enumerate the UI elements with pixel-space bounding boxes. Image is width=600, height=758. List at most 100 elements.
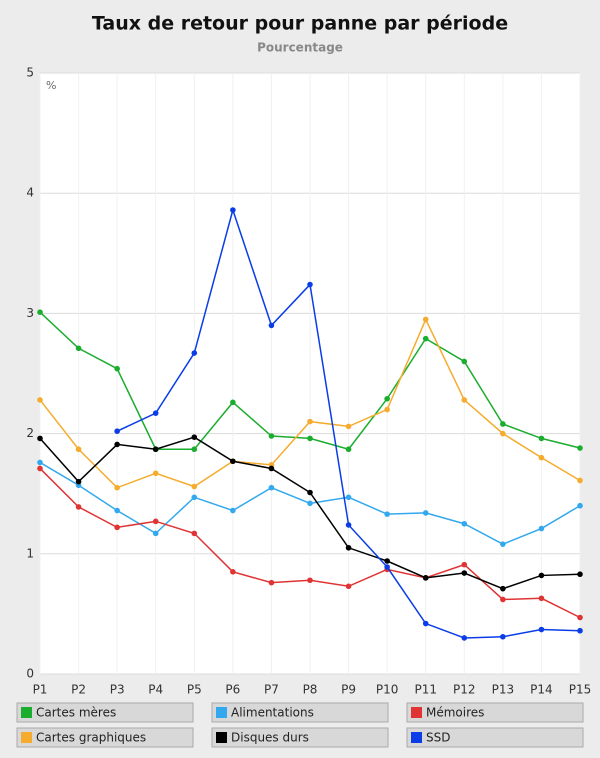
point: [422, 316, 429, 323]
x-tick-label: P1: [33, 683, 48, 697]
x-tick-label: P2: [71, 683, 86, 697]
legend-label: SSD: [426, 731, 450, 745]
legend-swatch: [21, 707, 32, 718]
point: [538, 626, 545, 633]
point: [461, 397, 468, 403]
point: [307, 489, 313, 496]
point: [500, 596, 506, 603]
x-tick-label: P14: [530, 683, 553, 697]
point: [152, 530, 159, 537]
point: [191, 494, 198, 501]
y-tick-label: 2: [26, 426, 34, 440]
point: [422, 335, 429, 342]
point: [384, 395, 390, 402]
legend-item[interactable]: Alimentations: [211, 702, 389, 723]
point: [268, 322, 275, 329]
legend-box: [16, 727, 194, 748]
point: [75, 478, 82, 485]
point: [268, 433, 275, 439]
point: [75, 504, 82, 510]
point: [538, 572, 545, 579]
point: [345, 494, 352, 501]
point: [37, 309, 43, 315]
point: [307, 281, 313, 288]
chart-title: Taux de retour pour panne par période: [92, 13, 508, 35]
point: [152, 446, 159, 453]
legend-swatch: [216, 707, 227, 718]
point: [500, 421, 506, 427]
point: [191, 483, 198, 490]
point: [37, 435, 43, 442]
legend-box: [406, 702, 584, 723]
point: [191, 434, 198, 441]
x-tick-label: P4: [148, 683, 163, 697]
legend-label: Disques durs: [231, 731, 309, 745]
point: [307, 435, 313, 442]
y-tick-label: 3: [26, 306, 34, 320]
point: [384, 564, 390, 570]
point: [345, 544, 352, 551]
x-tick-label: P9: [341, 683, 356, 697]
point: [230, 458, 236, 465]
point: [461, 635, 468, 641]
point: [500, 430, 506, 437]
x-tick-label: P5: [187, 683, 202, 697]
legend-box: [211, 727, 389, 748]
point: [191, 530, 198, 537]
x-tick-label: P6: [225, 683, 240, 697]
legend-box: [211, 702, 389, 723]
point: [500, 633, 506, 640]
legend-item[interactable]: Mémoires: [406, 702, 584, 723]
legend-label: Mémoires: [426, 706, 484, 720]
point: [152, 518, 159, 525]
point: [307, 418, 313, 425]
point: [230, 207, 236, 213]
y-tick-label: 4: [26, 186, 34, 200]
legend-swatch: [21, 732, 32, 743]
chart-subtitle: Pourcentage: [257, 41, 343, 55]
point: [538, 525, 545, 532]
point: [75, 446, 82, 453]
legend-swatch: [411, 732, 422, 743]
point: [577, 477, 583, 484]
point: [384, 558, 390, 564]
point: [422, 510, 429, 516]
point: [422, 575, 429, 581]
x-tick-label: P15: [569, 683, 592, 697]
point: [345, 423, 352, 430]
x-tick-label: P8: [303, 683, 318, 697]
point: [114, 507, 120, 514]
y-unit: %: [46, 79, 56, 92]
point: [230, 569, 236, 575]
legend-item[interactable]: SSD: [406, 727, 584, 748]
legend-swatch: [411, 707, 422, 718]
legend-box: [16, 702, 194, 723]
point: [230, 507, 236, 514]
point: [114, 441, 120, 448]
legend-label: Cartes graphiques: [36, 731, 146, 745]
legend-item[interactable]: Disques durs: [211, 727, 389, 748]
y-tick-label: 1: [26, 546, 34, 560]
x-tick-label: P3: [110, 683, 125, 697]
point: [307, 577, 313, 584]
point: [307, 500, 313, 507]
point: [75, 345, 82, 352]
point: [461, 358, 468, 365]
y-tick-label: 0: [26, 667, 34, 681]
point: [461, 520, 468, 527]
x-tick-label: P10: [376, 683, 399, 697]
point: [577, 571, 583, 578]
point: [37, 459, 43, 466]
legend-item[interactable]: Cartes mères: [16, 702, 194, 723]
point: [345, 583, 352, 590]
point: [114, 484, 120, 491]
legend-box: [406, 727, 584, 748]
point: [345, 522, 352, 528]
legend-item[interactable]: Cartes graphiques: [16, 727, 194, 748]
point: [577, 445, 583, 451]
point: [152, 470, 159, 477]
point: [268, 484, 275, 491]
point: [538, 595, 545, 602]
